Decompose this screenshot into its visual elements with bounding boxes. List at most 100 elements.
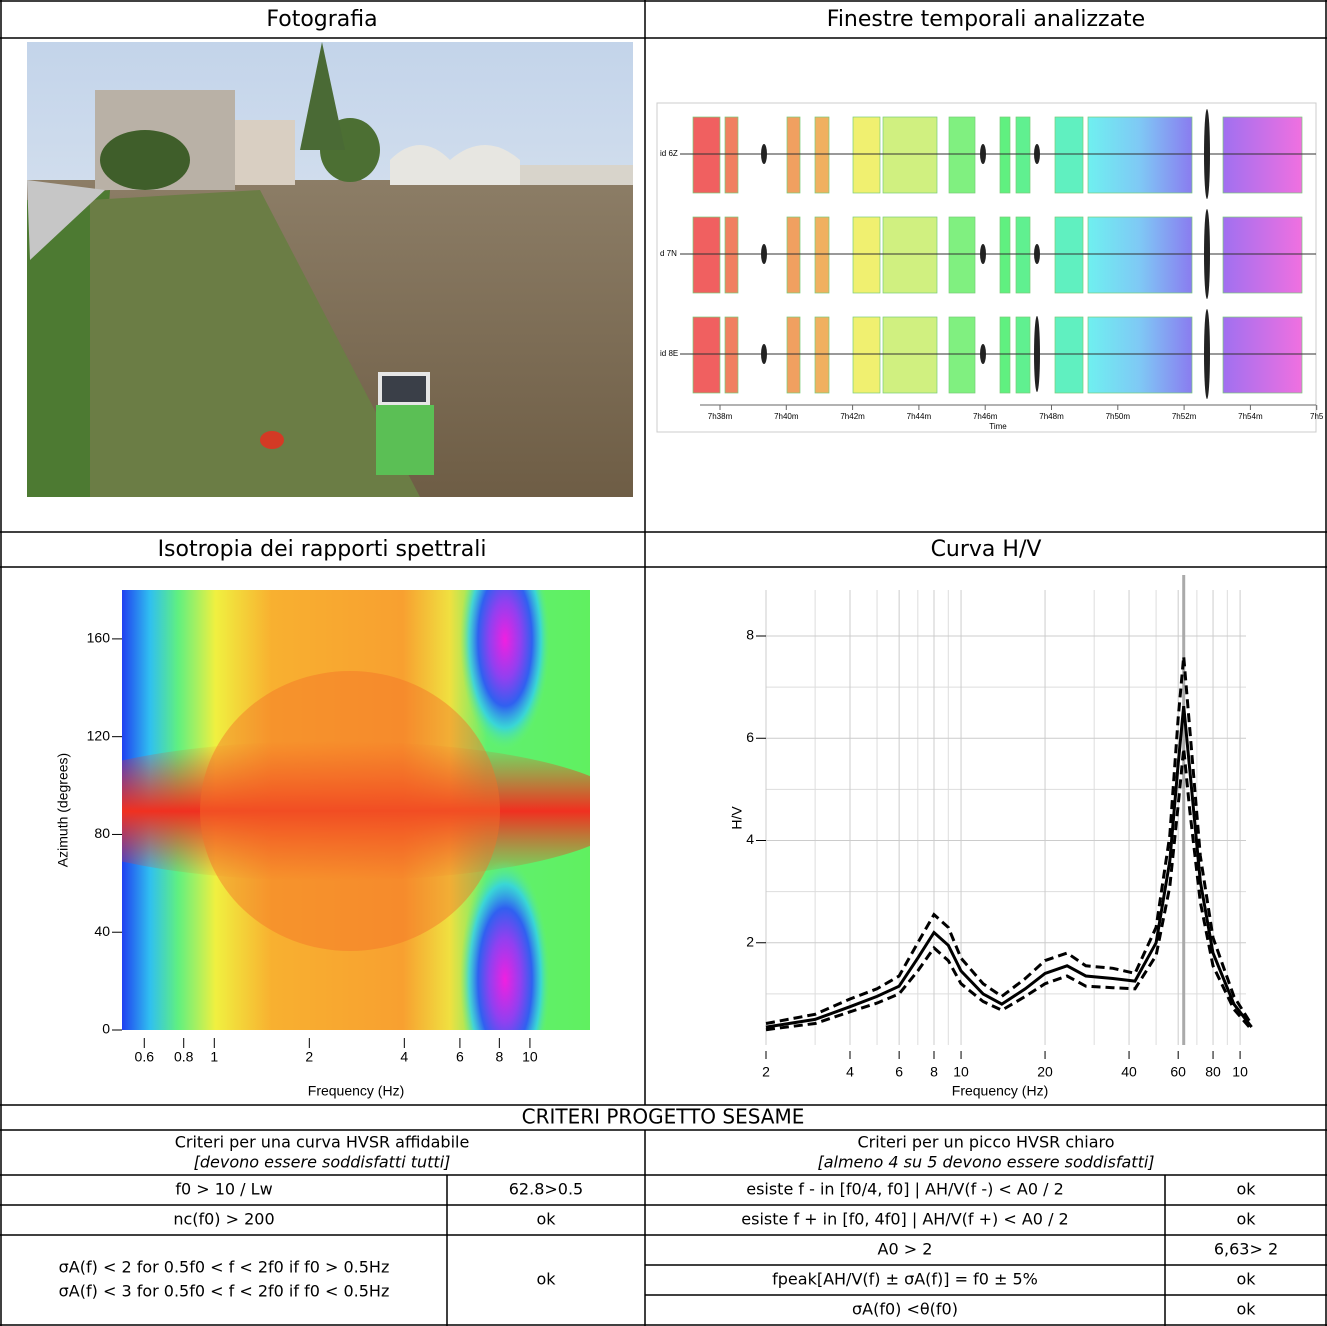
trace-burst [980, 244, 986, 264]
text: σA(f) < 2 for 0.5f0 < f < 2f0 if f0 > 0.… [59, 1258, 390, 1277]
text: 1 [210, 1049, 218, 1065]
text: 160 [87, 630, 111, 646]
text: 6 [746, 729, 754, 745]
trace-burst [1204, 109, 1210, 199]
text: 62.8>0.5 [509, 1180, 583, 1199]
text: ok [1236, 1210, 1256, 1229]
text: 7h38m [708, 412, 733, 421]
trace-burst [761, 344, 767, 364]
text: 2 [305, 1049, 313, 1065]
isotropy-heatmap [30, 530, 630, 1100]
report-page: Fotografia Finestre temporali analizzate I… [0, 0, 1327, 1326]
text: Criteri per un picco HVSR chiaro [857, 1133, 1114, 1152]
text: 10 [1232, 1064, 1248, 1080]
trace-burst [1204, 309, 1210, 399]
trace-burst [761, 244, 767, 264]
text: H/V [729, 806, 745, 830]
text: Time [989, 422, 1007, 431]
text: [almeno 4 su 5 devono essere soddisfatti… [817, 1153, 1154, 1172]
text: Isotropia dei rapporti spettrali [158, 537, 487, 562]
text: 7h42m [840, 412, 865, 421]
trace-burst [980, 344, 986, 364]
time-window [725, 217, 738, 293]
text: 80 [94, 825, 110, 841]
time-window [1223, 317, 1302, 393]
time-window [949, 317, 975, 393]
time-window [949, 117, 975, 193]
trace-burst [1204, 209, 1210, 299]
text: esiste f + in [f0, 4f0] | AH/V(f +) < A0… [741, 1210, 1068, 1229]
text: Criteri per una curva HVSR affidabile [175, 1133, 470, 1152]
text: 7h46m [973, 412, 998, 421]
text: Fotografia [266, 7, 377, 32]
text: ok [1236, 1300, 1256, 1319]
text: esiste f - in [f0/4, f0] | AH/V(f -) < A… [746, 1180, 1064, 1199]
time-window [787, 117, 800, 193]
time-window [883, 117, 937, 193]
time-window [1088, 217, 1192, 293]
time-window [725, 317, 738, 393]
time-window [1055, 217, 1083, 293]
time-window [1016, 317, 1030, 393]
time-window [883, 217, 937, 293]
text: 120 [87, 727, 111, 743]
text: 7h52m [1172, 412, 1197, 421]
text: 7h54m [1238, 412, 1263, 421]
text: ok [536, 1270, 556, 1289]
text: 6 [895, 1064, 903, 1080]
time-window [1223, 117, 1302, 193]
text: d 7N [660, 249, 677, 258]
text: Frequency (Hz) [952, 1083, 1048, 1099]
text: Finestre temporali analizzate [827, 7, 1145, 32]
text: id 8E [660, 349, 678, 358]
text: 10 [953, 1064, 969, 1080]
text: 60 [1170, 1064, 1186, 1080]
text: σA(f0) <θ(f0) [852, 1300, 958, 1319]
time-window [1055, 317, 1083, 393]
trace-burst [1034, 144, 1040, 164]
time-window [853, 217, 880, 293]
text: fpeak[AH/V(f) ± σA(f)] = f0 ± 5% [772, 1270, 1038, 1289]
time-window [1016, 117, 1030, 193]
text: [devono essere soddisfatti tutti] [194, 1153, 451, 1172]
hv-curve [766, 749, 1252, 1030]
text: 4 [400, 1049, 408, 1065]
text: 4 [846, 1064, 854, 1080]
time-window [815, 217, 829, 293]
trace-burst [1034, 316, 1040, 392]
time-window [693, 217, 720, 293]
text: 6 [456, 1049, 464, 1065]
text: 2 [746, 933, 754, 949]
text: ok [1236, 1270, 1256, 1289]
text: 80 [1205, 1064, 1221, 1080]
text: nc(f0) > 200 [173, 1210, 274, 1229]
text: 0.8 [174, 1049, 194, 1065]
text: Azimuth (degrees) [55, 753, 71, 867]
trace-burst [980, 144, 986, 164]
time-window [1000, 117, 1010, 193]
text: id 6Z [660, 149, 678, 158]
time-window [787, 317, 800, 393]
photo [27, 42, 633, 497]
text: 10 [522, 1049, 538, 1065]
text: CRITERI PROGETTO SESAME [522, 1105, 805, 1129]
time-window [1000, 217, 1010, 293]
text: 40 [94, 923, 110, 939]
time-window [693, 117, 720, 193]
time-window [949, 217, 975, 293]
text: σA(f) < 3 for 0.5f0 < f < 2f0 if f0 < 0.… [59, 1282, 390, 1301]
time-window [1000, 317, 1010, 393]
text: 7h48m [1039, 412, 1064, 421]
text: 0 [102, 1021, 110, 1037]
time-window [725, 117, 738, 193]
time-window [883, 317, 937, 393]
text: ok [536, 1210, 556, 1229]
text: 8 [746, 627, 754, 643]
time-window [787, 217, 800, 293]
trace-burst [761, 144, 767, 164]
time-windows-plot [657, 103, 1317, 432]
text: 40 [1121, 1064, 1137, 1080]
text: 7h40m [774, 412, 799, 421]
text: 8 [930, 1064, 938, 1080]
time-window [815, 317, 829, 393]
